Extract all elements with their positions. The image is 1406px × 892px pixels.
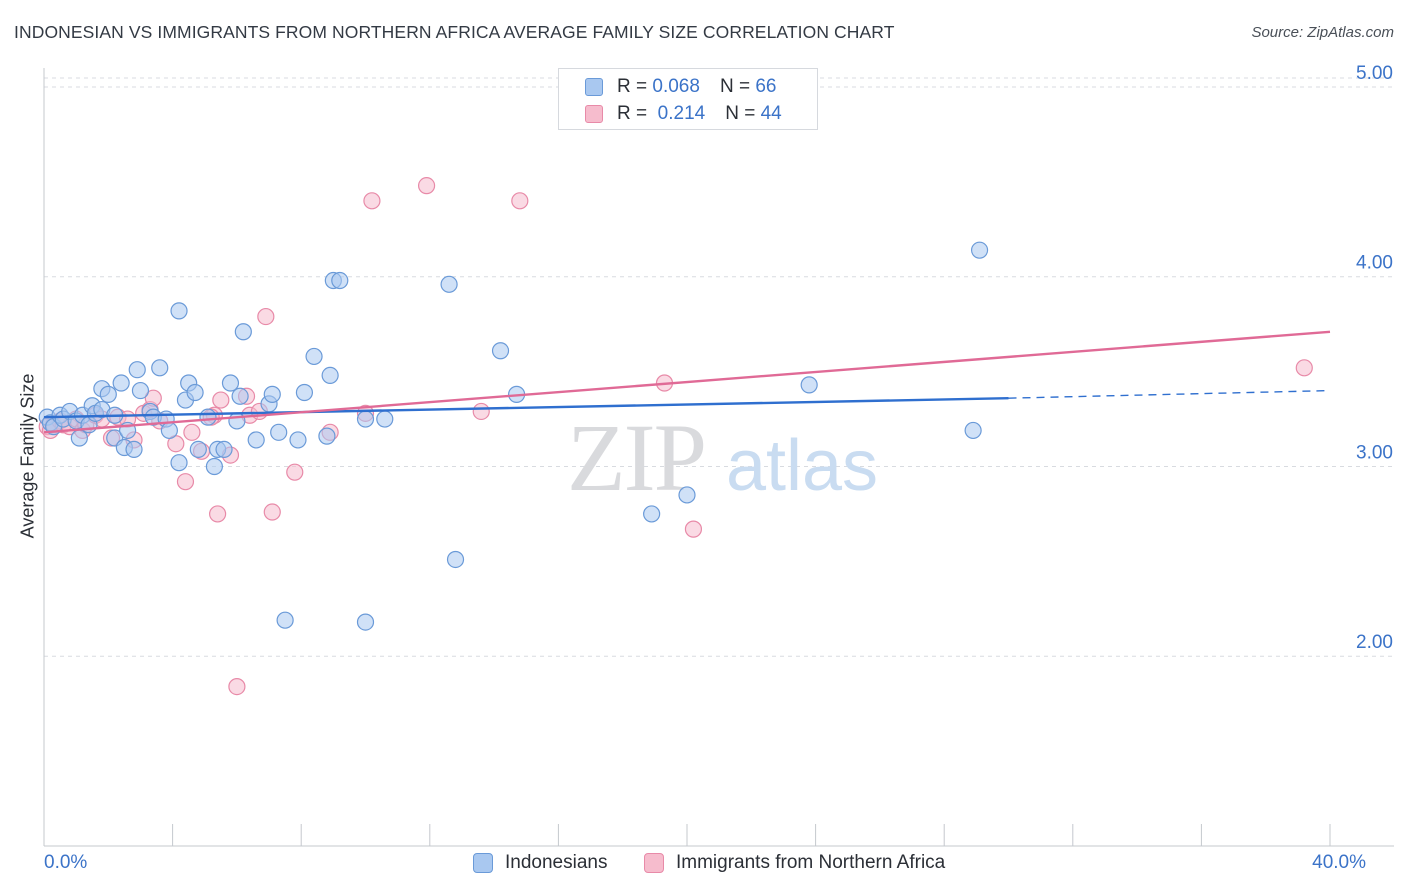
point-indonesians — [160, 421, 178, 440]
legend-label-immigrants: Immigrants from Northern Africa — [676, 852, 946, 873]
legend-swatch-indonesians — [473, 853, 493, 873]
point-indonesians — [228, 412, 246, 430]
point-immigrants — [1295, 359, 1313, 377]
y-axis-title: Average Family Size — [17, 373, 38, 539]
point-indonesians — [112, 374, 130, 392]
point-indonesians — [199, 408, 217, 426]
point-indonesians — [270, 423, 288, 441]
point-immigrants — [209, 505, 227, 523]
point-immigrants — [263, 503, 281, 521]
axes — [43, 68, 1394, 847]
point-indonesians — [234, 323, 252, 341]
point-indonesians — [356, 613, 375, 631]
y-tick-label: 3.00 — [1356, 442, 1393, 463]
point-indonesians — [643, 505, 661, 523]
point-immigrants — [183, 423, 201, 441]
source-credit: Source: ZipAtlas.com — [1251, 24, 1394, 41]
watermark: ZIP atlas — [567, 404, 878, 511]
point-immigrants — [511, 192, 529, 210]
series-indonesians — [38, 241, 989, 631]
point-indonesians — [231, 387, 249, 405]
legend-swatch-indonesians — [585, 78, 603, 96]
y-tick-labels: 2.00 3.00 4.00 5.00 — [1356, 63, 1393, 653]
trend-line-indonesians-extrapolated — [1008, 389, 1331, 399]
legend-n-value: 44 — [760, 103, 782, 124]
point-indonesians — [247, 431, 265, 449]
point-indonesians — [99, 385, 117, 403]
point-indonesians — [964, 421, 982, 440]
point-indonesians — [170, 454, 188, 472]
legend-swatch-immigrants — [585, 105, 603, 123]
y-tick-label: 2.00 — [1356, 632, 1393, 653]
point-indonesians — [221, 374, 240, 392]
point-indonesians — [295, 383, 314, 402]
point-indonesians — [151, 359, 169, 377]
point-immigrants — [176, 473, 195, 491]
point-indonesians — [189, 440, 207, 459]
trend-line-immigrants — [43, 330, 1331, 434]
legend-n-label: N = — [719, 76, 751, 97]
point-indonesians — [125, 440, 143, 459]
trend-line-indonesians — [43, 396, 1009, 419]
trend-lines — [43, 330, 1331, 434]
watermark-atlas: atlas — [726, 426, 878, 506]
point-indonesians — [70, 429, 88, 447]
legend-r-label: R = — [617, 76, 648, 97]
point-indonesians — [186, 383, 204, 402]
point-indonesians — [331, 271, 349, 290]
legend-row-indonesians: R = 0.068 N = 66 — [585, 76, 776, 98]
legend-n-value: 66 — [755, 76, 777, 97]
point-indonesians — [276, 611, 294, 629]
point-indonesians — [215, 440, 233, 459]
point-indonesians — [440, 275, 458, 293]
point-indonesians — [356, 410, 375, 428]
point-indonesians — [205, 457, 223, 476]
point-indonesians — [305, 347, 323, 366]
legend-r-label: R = — [617, 103, 648, 124]
legend-n-label: N = — [725, 103, 756, 124]
chart-title: INDONESIAN VS IMMIGRANTS FROM NORTHERN A… — [14, 22, 895, 42]
point-indonesians — [491, 342, 510, 360]
point-indonesians — [131, 381, 150, 400]
legend-row-immigrants: R = 0.214 N = 44 — [585, 103, 782, 125]
point-indonesians — [376, 410, 394, 428]
point-immigrants — [417, 177, 436, 195]
x-axis-min-label: 0.0% — [44, 852, 88, 873]
correlation-legend: R = 0.068 N = 66 R = 0.214 N = 44 — [558, 68, 818, 130]
point-indonesians — [128, 361, 146, 379]
point-indonesians — [318, 427, 336, 445]
legend-r-value: 0.068 — [652, 76, 700, 97]
point-immigrants — [472, 402, 490, 421]
point-immigrants — [212, 391, 230, 409]
grid-lines — [44, 77, 1394, 657]
point-immigrants — [286, 463, 304, 481]
legend-swatch-immigrants — [644, 853, 664, 873]
y-tick-label: 4.00 — [1356, 253, 1393, 274]
point-indonesians — [800, 376, 818, 394]
point-immigrants — [363, 192, 381, 210]
legend-item-indonesians: Indonesians — [473, 852, 607, 874]
series-legend: Indonesians Immigrants from Northern Afr… — [0, 852, 1406, 878]
point-indonesians — [289, 431, 307, 449]
point-indonesians — [263, 385, 281, 403]
point-indonesians — [678, 486, 696, 504]
point-indonesians — [321, 366, 339, 385]
legend-item-immigrants: Immigrants from Northern Africa — [644, 852, 945, 874]
legend-label-indonesians: Indonesians — [505, 852, 608, 873]
point-indonesians — [170, 302, 188, 320]
point-immigrants — [684, 520, 703, 538]
x-axis-max-label: 40.0% — [1312, 852, 1366, 873]
point-indonesians — [970, 241, 989, 259]
point-immigrants — [228, 678, 246, 696]
y-tick-label: 5.00 — [1356, 63, 1393, 84]
legend-r-value: 0.214 — [657, 103, 706, 124]
point-immigrants — [257, 307, 275, 326]
point-indonesians — [446, 550, 465, 569]
